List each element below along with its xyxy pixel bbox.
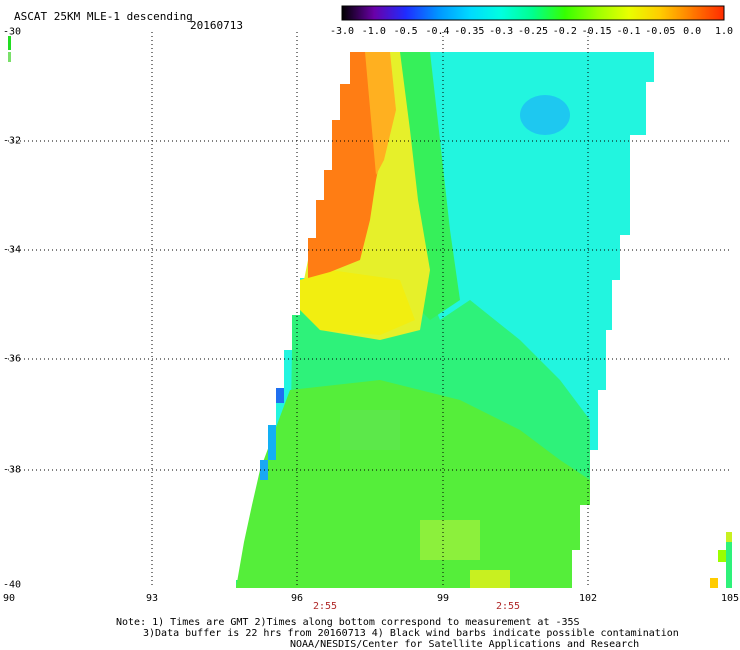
colorbar-segment — [564, 6, 598, 20]
colorbar-frame — [341, 5, 725, 21]
patch-blue-edge-2 — [268, 425, 276, 460]
colorbar-tick-label: 0.0 — [683, 26, 702, 37]
lat-label: -36 — [3, 353, 22, 365]
left-swath-fragment-2 — [8, 52, 11, 62]
colorbar-tick-label: -0.35 — [454, 26, 485, 37]
colorbar-tick-label: -3.0 — [329, 26, 355, 37]
swath-orange — [308, 52, 390, 278]
map-date: 20160713 — [190, 19, 243, 32]
right-swath-fragment-3 — [710, 578, 718, 588]
colorbar-tick-label: -1.0 — [361, 26, 386, 37]
lon-label: 105 — [720, 593, 740, 604]
note-line-2: 3)Data buffer is 22 hrs from 20160713 4)… — [143, 628, 679, 639]
colorbar-tick-label: -0.3 — [489, 26, 514, 37]
note-line-3: NOAA/NESDIS/Center for Satellite Applica… — [290, 639, 640, 650]
colorbar-segment — [469, 6, 502, 20]
colorbar-tick-label: -0.4 — [425, 26, 450, 37]
patch-south — [420, 520, 480, 560]
colorbar-segment — [405, 6, 438, 20]
swath-orange-light — [365, 52, 396, 175]
note-line-1: Note: 1) Times are GMT 2)Times along bot… — [116, 617, 580, 628]
colorbar-tick-label: -0.1 — [616, 26, 641, 37]
pass-time: 2:55 — [312, 601, 338, 612]
colorbar-segment — [342, 6, 375, 20]
lon-label: 90 — [2, 593, 16, 604]
colorbar-tick-label: -0.5 — [393, 26, 418, 37]
pass-time: 2:55 — [495, 601, 521, 612]
patch-mid — [340, 410, 400, 450]
lat-label: -30 — [3, 26, 22, 38]
right-swath-yellow — [726, 532, 732, 542]
lat-label: -40 — [3, 579, 22, 591]
colorbar-segment — [373, 6, 407, 20]
graticule — [8, 32, 731, 588]
swath-green-band — [236, 380, 590, 588]
right-swath-fragment-2 — [718, 550, 726, 562]
colorbar-segment — [596, 6, 629, 20]
patch-blue — [520, 95, 570, 135]
colorbar-tick-label: -0.05 — [645, 26, 676, 37]
colorbar-segment — [437, 6, 470, 20]
map-title: ASCAT 25KM MLE-1 descending — [14, 10, 193, 23]
colorbar-segment — [501, 6, 534, 20]
colorbar-segment — [628, 6, 661, 20]
colorbar — [342, 6, 725, 20]
lat-label: -38 — [3, 464, 22, 476]
patch-blue-edge-1 — [276, 388, 284, 403]
lon-label: 102 — [578, 593, 598, 604]
lat-label: -32 — [3, 135, 22, 147]
swath-yellow-2 — [300, 270, 415, 335]
lon-label: 96 — [290, 593, 304, 604]
colorbar-tick-label: -0.2 — [552, 26, 577, 37]
colorbar-segment — [692, 6, 725, 20]
lon-label: 93 — [145, 593, 159, 604]
lat-label: -34 — [3, 244, 22, 256]
colorbar-segment — [660, 6, 693, 20]
colorbar-tick-label: 1.0 — [714, 26, 734, 37]
colorbar-tick-label: -0.25 — [517, 26, 549, 37]
left-swath-fragment — [8, 36, 11, 50]
patch-yellow-south — [470, 570, 510, 588]
colorbar-tick-label: -0.15 — [581, 26, 612, 37]
right-swath-fragment — [726, 532, 732, 588]
lon-label: 99 — [436, 593, 450, 604]
colorbar-segment — [533, 6, 566, 20]
